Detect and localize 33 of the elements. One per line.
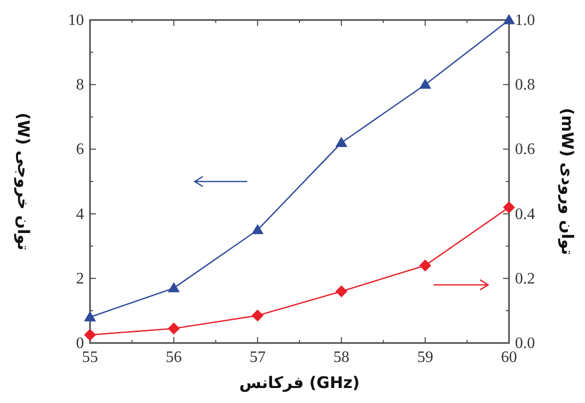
point [335,285,348,298]
y-tick-label: 6 [76,141,84,158]
y2-axis-title: توان ورودی (mW) [558,108,577,256]
x-tick-label: 57 [250,349,266,366]
y2-tick-label: 0.2 [515,270,535,288]
point [335,136,348,147]
point [503,14,515,24]
y2-tick-label: 0.8 [515,76,535,94]
point [252,224,264,234]
y-tick-label: 4 [76,206,84,223]
y-tick-label: 10 [68,12,84,29]
x-tick-label: 55 [82,349,98,366]
y2-tick-label: 0.6 [515,141,535,158]
y-tick-label: 2 [76,270,84,288]
y-tick-label: 8 [76,76,84,94]
point [168,322,180,334]
point [84,328,96,341]
x-tick-label: 56 [166,349,182,366]
x-tick-label: 60 [501,349,517,366]
point [252,310,264,322]
point [84,311,96,322]
point [419,78,432,89]
x-tick-label: 59 [417,349,434,366]
y2-tick-label: 0.4 [515,206,535,223]
point [168,282,180,292]
point [419,259,432,272]
y2-tick-label: 0.0 [515,335,535,352]
y-tick-label: 0 [76,335,84,352]
y2-tick-label: 1.0 [515,12,535,29]
x-tick-label: 58 [333,349,350,366]
x-axis-title: فرکانس (GHz) [239,373,360,392]
y-axis-title: توان خروجی (W) [14,112,33,250]
point [503,201,515,214]
